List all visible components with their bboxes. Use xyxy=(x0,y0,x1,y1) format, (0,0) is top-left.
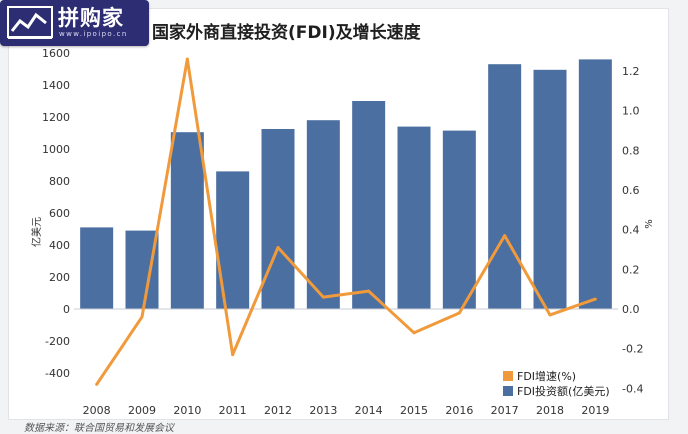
y-tick-label-left: 200 xyxy=(49,271,70,284)
x-tick-label: 2013 xyxy=(309,404,337,417)
growth-point-2015 xyxy=(412,331,416,335)
y-tick-label-left: -400 xyxy=(45,367,70,380)
y-tick-label-right: 0.4 xyxy=(622,224,640,237)
chart-title: 国家外商直接投资(FDI)及增长速度 xyxy=(152,23,421,43)
y-tick-label-left: 1600 xyxy=(42,47,70,60)
x-tick-label: 2011 xyxy=(219,404,247,417)
growth-point-2012 xyxy=(276,246,280,250)
y-tick-label-right: 1.0 xyxy=(622,105,640,118)
data-source-note: 数据来源：联合国贸易和发展会议 xyxy=(24,423,174,434)
x-tick-label: 2009 xyxy=(128,404,156,417)
logo-url: www.ipoipo.cn xyxy=(59,30,128,38)
growth-line xyxy=(95,57,596,386)
legend-swatch-investment xyxy=(503,386,513,396)
legend-label-growth: FDI增速(%) xyxy=(517,369,576,383)
y-tick-label-left: 800 xyxy=(49,175,70,188)
bar-2014 xyxy=(352,101,386,309)
bar-2013 xyxy=(306,120,340,309)
logo-name: 拼购家 xyxy=(58,6,124,30)
bar-series xyxy=(74,59,618,310)
x-tick-label: 2018 xyxy=(536,404,564,417)
y-tick-label-left: 400 xyxy=(49,239,70,252)
bar-2015 xyxy=(397,126,431,309)
bar-2012 xyxy=(261,129,295,309)
bar-2008 xyxy=(80,227,114,309)
growth-point-2014 xyxy=(367,289,371,293)
line-series xyxy=(95,57,597,386)
y-tick-label-right: 0.0 xyxy=(622,303,640,316)
growth-point-2009 xyxy=(140,315,144,319)
logo: 拼购家 www.ipoipo.cn xyxy=(0,0,149,46)
growth-point-2010 xyxy=(185,57,189,61)
growth-point-2019 xyxy=(593,297,597,301)
y-tick-label-right: -0.4 xyxy=(622,382,643,395)
legend: FDI增速(%)FDI投资额(亿美元) xyxy=(503,369,610,398)
bar-2016 xyxy=(442,130,476,309)
x-tick-label: 2016 xyxy=(445,404,473,417)
x-tick-label: 2015 xyxy=(400,404,428,417)
y-tick-label-left: 1000 xyxy=(42,143,70,156)
y-tick-label-right: 0.6 xyxy=(622,184,640,197)
legend-label-investment: FDI投资额(亿美元) xyxy=(517,384,610,398)
y-tick-label-left: 1200 xyxy=(42,111,70,124)
y-tick-label-right: -0.2 xyxy=(622,343,643,356)
x-axis-ticks: 2008 2009 2010 2011 2012 2013 2014 2015 2016 2017… xyxy=(83,404,610,417)
growth-point-2008 xyxy=(95,382,99,386)
x-tick-label: 2012 xyxy=(264,404,292,417)
y-tick-label-right: 0.8 xyxy=(622,144,640,157)
growth-point-2011 xyxy=(231,353,235,357)
x-tick-label: 2010 xyxy=(173,404,201,417)
growth-point-2017 xyxy=(503,234,507,238)
y-tick-label-right: 0.2 xyxy=(622,263,640,276)
growth-point-2018 xyxy=(548,313,552,317)
x-tick-label: 2014 xyxy=(355,404,383,417)
bar-2018 xyxy=(533,69,567,309)
y-axis-left-label: 亿美元 xyxy=(30,217,43,247)
growth-point-2013 xyxy=(321,295,325,299)
bar-2010 xyxy=(170,132,204,309)
growth-point-2016 xyxy=(457,311,461,315)
y-tick-label-left: 1400 xyxy=(42,79,70,92)
y-tick-label-left: 0 xyxy=(63,303,70,316)
y-axis-right-ticks: -0.4 -0.2 0.0 0.2 0.4 0.6 0.8 1.0 1.2 xyxy=(622,65,643,395)
bar-2017 xyxy=(488,64,522,309)
y-axis-right-label: % xyxy=(644,219,655,229)
y-tick-label-left: 600 xyxy=(49,207,70,220)
x-tick-label: 2017 xyxy=(491,404,519,417)
y-tick-label-right: 1.2 xyxy=(622,65,640,78)
x-tick-label: 2019 xyxy=(581,404,609,417)
x-tick-label: 2008 xyxy=(83,404,111,417)
chart-logo-icon xyxy=(7,6,53,39)
legend-swatch-growth xyxy=(503,371,513,381)
bar-2009 xyxy=(125,230,159,309)
y-tick-label-left: -200 xyxy=(45,335,70,348)
bar-2019 xyxy=(578,59,612,310)
y-axis-left-ticks: -400 -200 0 200 400 600 800 1000 1200 1400 1600 xyxy=(42,47,70,380)
